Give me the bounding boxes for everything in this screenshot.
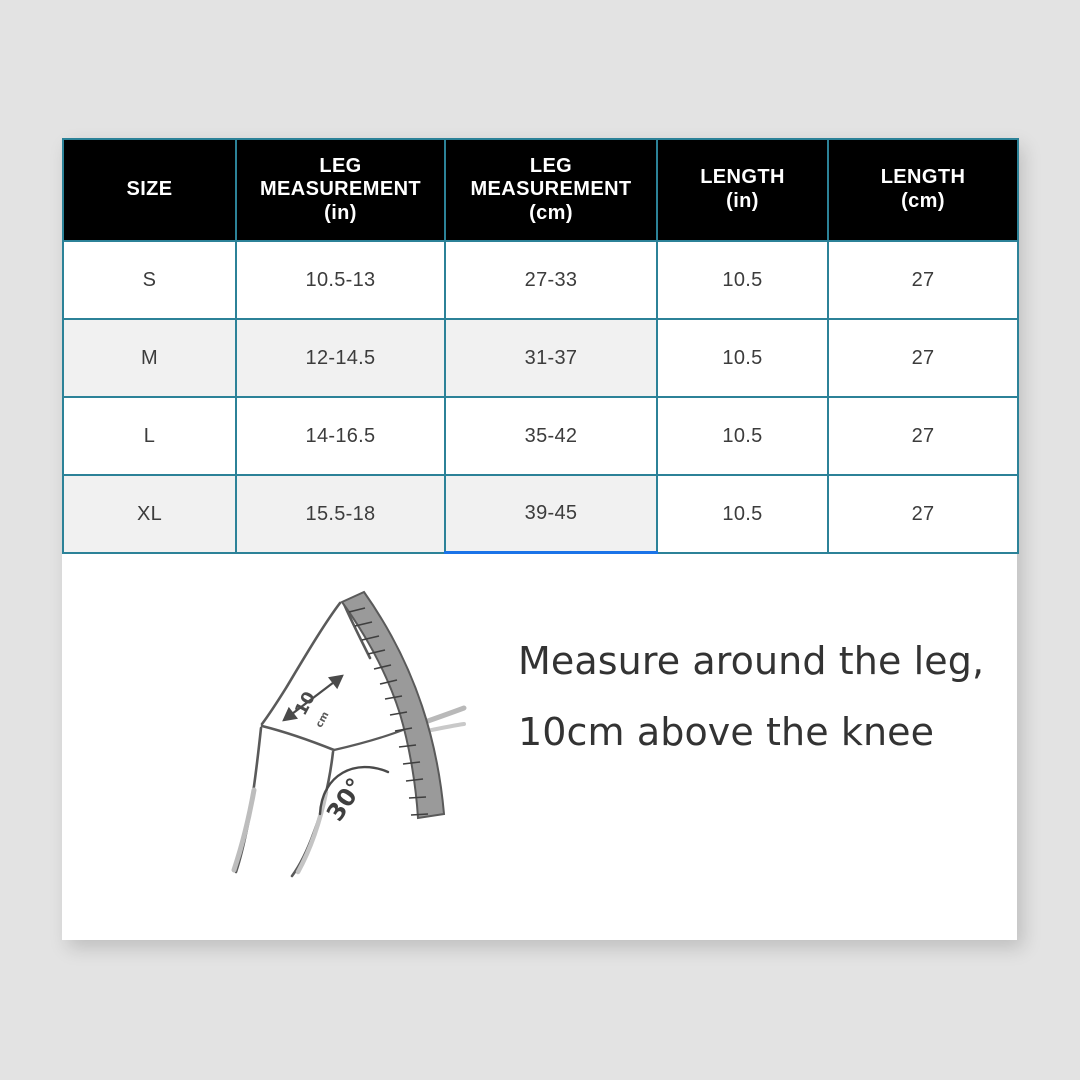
column-header-leg-in-unit: (in) <box>324 201 357 224</box>
table-body: S 10.5-13 27-33 10.5 27 M 12-14.5 31-37 … <box>62 240 1019 555</box>
cell-leg-cm[interactable]: 35-42 <box>444 396 658 476</box>
table-header-row: SIZE LEG MEASUREMENT (in) LEG MEASUREMEN… <box>62 138 1019 242</box>
column-header-leg-in-line1: LEG <box>319 154 362 177</box>
column-header-leg-in-line2: MEASUREMENT <box>259 178 422 201</box>
column-header-leg-cm-line2: MEASUREMENT <box>470 178 632 201</box>
cell-size[interactable]: S <box>62 240 237 320</box>
cell-length-in[interactable]: 10.5 <box>656 396 829 476</box>
table-row[interactable]: XL 15.5-18 39-45 10.5 27 <box>62 474 1019 555</box>
cell-length-cm[interactable]: 27 <box>827 396 1019 476</box>
cell-leg-cm[interactable]: 31-37 <box>444 318 658 398</box>
column-header-size-line1: SIZE <box>126 178 173 201</box>
table-header: SIZE LEG MEASUREMENT (in) LEG MEASUREMEN… <box>62 138 1019 242</box>
column-header-leg-cm-unit: (cm) <box>529 201 573 224</box>
cell-length-in[interactable]: 10.5 <box>656 474 829 554</box>
bent-knee-measuring-tape-sketch-icon: 10 cm 30° <box>231 590 467 878</box>
cell-leg-cm[interactable]: 27-33 <box>444 240 658 320</box>
cell-length-in[interactable]: 10.5 <box>656 240 829 320</box>
column-header-length-in: LENGTH (in) <box>656 138 829 242</box>
column-header-length-in-unit: (in) <box>726 190 759 212</box>
illustration-label-distance-unit: cm <box>314 710 331 730</box>
column-header-length-cm-line1: LENGTH <box>880 166 966 189</box>
cell-length-cm[interactable]: 27 <box>827 474 1019 554</box>
column-header-leg-measurement-in: LEG MEASUREMENT (in) <box>235 138 446 242</box>
cell-leg-in[interactable]: 15.5-18 <box>235 474 446 554</box>
column-header-leg-measurement-cm: LEG MEASUREMENT (cm) <box>444 138 658 242</box>
measurement-guide-panel: 10 cm 30° Measure around the leg, 10cm a… <box>62 554 1017 940</box>
column-header-length-in-line1: LENGTH <box>700 166 785 189</box>
size-chart-table: SIZE LEG MEASUREMENT (in) LEG MEASUREMEN… <box>62 138 1019 555</box>
cell-length-in[interactable]: 10.5 <box>656 318 829 398</box>
measuring-tape-band <box>340 590 446 820</box>
cell-length-cm[interactable]: 27 <box>827 240 1019 320</box>
measurement-instruction-text: Measure around the leg, 10cm above the k… <box>518 639 985 754</box>
column-header-leg-cm-line1: LEG <box>529 154 573 177</box>
cell-leg-in[interactable]: 10.5-13 <box>235 240 446 320</box>
cell-length-cm[interactable]: 27 <box>827 318 1019 398</box>
illustration-angle-arc <box>318 765 390 816</box>
table-row[interactable]: L 14-16.5 35-42 10.5 27 <box>62 396 1019 476</box>
cell-size[interactable]: M <box>62 318 237 398</box>
cell-size[interactable]: L <box>62 396 237 476</box>
column-header-length-cm: LENGTH (cm) <box>827 138 1019 242</box>
cell-leg-in[interactable]: 14-16.5 <box>235 396 446 476</box>
column-header-length-cm-unit: (cm) <box>901 190 945 212</box>
column-header-size: SIZE <box>62 138 237 242</box>
table-row[interactable]: M 12-14.5 31-37 10.5 27 <box>62 318 1019 398</box>
cell-leg-cm[interactable]: 39-45 <box>444 474 658 555</box>
size-chart-card: SIZE LEG MEASUREMENT (in) LEG MEASUREMEN… <box>62 138 1019 940</box>
cell-leg-in[interactable]: 12-14.5 <box>235 318 446 398</box>
illustration-label-distance: 10 <box>291 688 320 718</box>
cell-size[interactable]: XL <box>62 474 237 554</box>
table-row[interactable]: S 10.5-13 27-33 10.5 27 <box>62 240 1019 320</box>
